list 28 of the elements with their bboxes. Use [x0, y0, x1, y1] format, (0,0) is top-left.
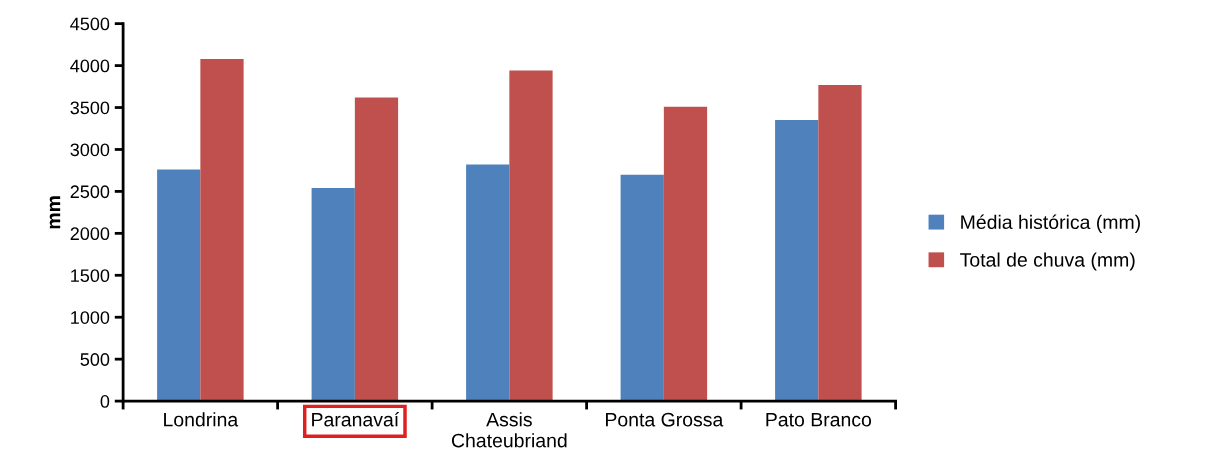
x-tick-label: Assis Chateubriand [451, 412, 567, 448]
x-tick-label: Paranavaí [312, 411, 400, 427]
x-tick-label: Ponta Grossa [606, 412, 724, 427]
y-axis-title: mm [49, 196, 61, 229]
y-tick-label: 4500 [70, 17, 110, 31]
legend-label: Total de chuva (mm) [960, 252, 1135, 271]
y-tick-label: 1000 [71, 311, 110, 324]
legend-label: Média histórica (mm) [961, 214, 1140, 233]
y-tick-label: 2500 [70, 185, 110, 199]
y-tick-label: 0 [100, 395, 110, 408]
bar [509, 70, 553, 402]
x-tick-label: Pato Branco [766, 412, 872, 427]
bar [311, 188, 355, 402]
y-tick-label: 2000 [70, 227, 110, 241]
bar [200, 58, 244, 402]
y-tick-label: 500 [80, 353, 110, 366]
bar [663, 106, 708, 402]
bar [354, 97, 399, 402]
y-tick-label: 4000 [70, 59, 110, 73]
bar [157, 169, 201, 402]
y-tick-label: 1500 [71, 269, 110, 283]
x-tick-label: Londrina [164, 412, 239, 427]
bar [775, 120, 819, 402]
bar [620, 174, 664, 402]
bar [466, 164, 510, 402]
bar [818, 84, 862, 402]
y-tick-label: 3500 [70, 101, 110, 115]
y-tick-label: 3000 [70, 143, 110, 157]
